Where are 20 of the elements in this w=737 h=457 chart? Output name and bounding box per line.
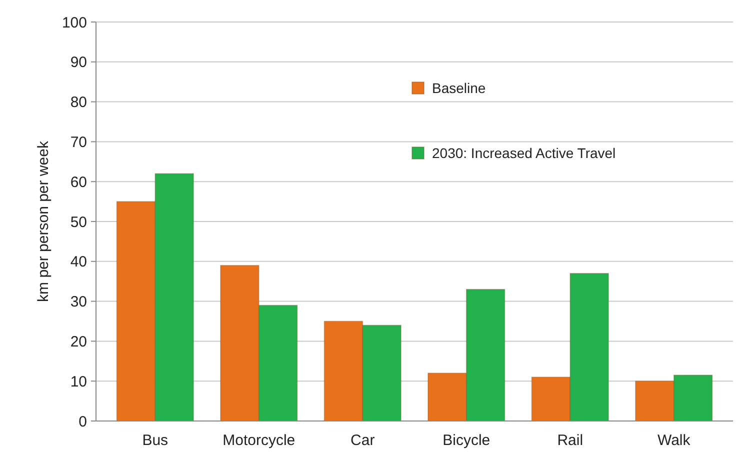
x-tick-label: Rail — [557, 432, 584, 449]
legend-label: 2030: Increased Active Travel — [432, 144, 616, 161]
legend-label: Baseline — [432, 80, 486, 96]
x-tick-label: Car — [350, 432, 375, 449]
y-tick-label: 70 — [70, 134, 87, 151]
y-tick-label: 0 — [78, 413, 87, 430]
y-tick-label: 80 — [70, 94, 87, 112]
y-tick-label: 20 — [70, 333, 87, 350]
y-axis-title: km per person per week — [35, 140, 52, 302]
x-tick-label: Walk — [657, 432, 691, 449]
y-tick-label: 50 — [70, 214, 87, 231]
y-tick-label: 60 — [70, 174, 87, 191]
y-tick-label: 10 — [70, 373, 87, 390]
x-tick-label: Bus — [142, 432, 168, 449]
y-tick-label: 30 — [70, 294, 87, 311]
x-tick-label: Bicycle — [442, 432, 490, 449]
y-tick-label: 40 — [70, 254, 87, 271]
x-tick-label: Motorcycle — [222, 432, 296, 449]
y-tick-label: 90 — [70, 54, 87, 72]
y-tick-label: 100 — [62, 14, 87, 32]
